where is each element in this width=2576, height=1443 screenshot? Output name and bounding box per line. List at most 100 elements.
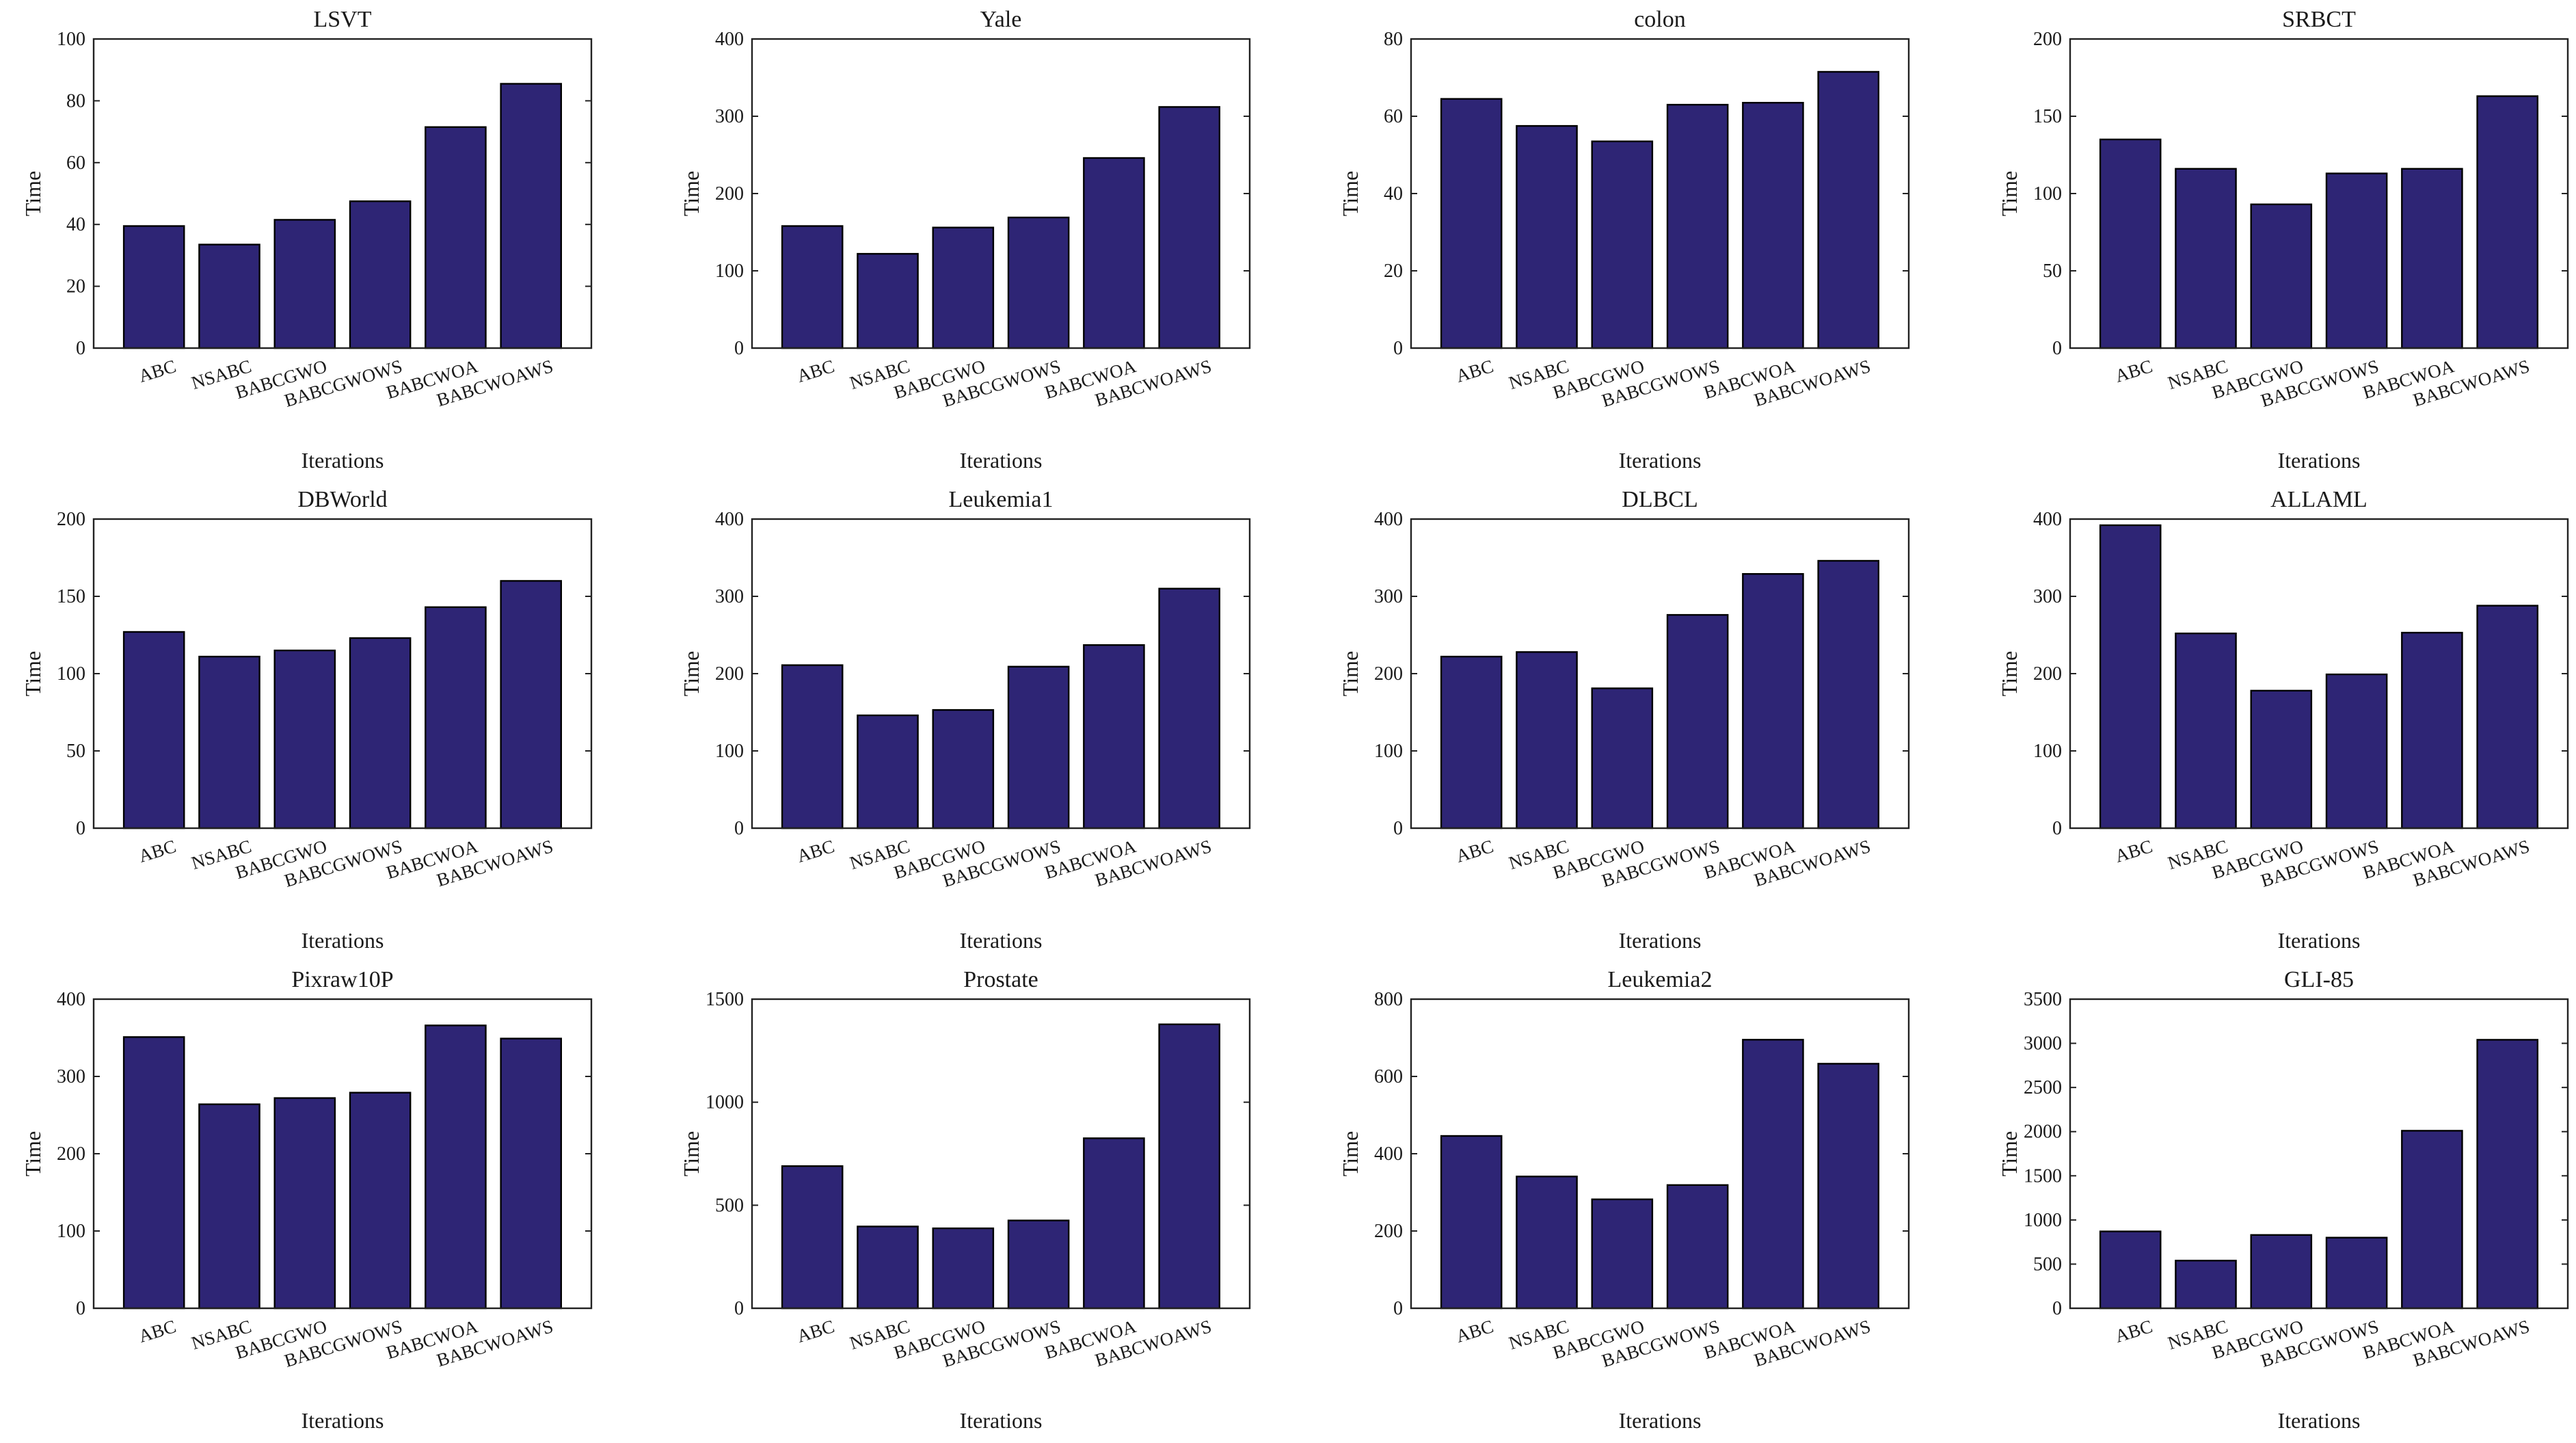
chart-8-ylabel: Time xyxy=(21,1131,45,1176)
chart-6-bar-nsabc xyxy=(1516,651,1578,830)
chart-7-bar-babcwoa xyxy=(2401,631,2463,830)
chart-8-bar-abc xyxy=(122,1036,185,1310)
chart-6-bar-abc xyxy=(1440,655,1503,830)
chart-11-bar-babcgwo xyxy=(2250,1234,2313,1310)
chart-10-ylabel: Time xyxy=(1338,1131,1363,1176)
chart-5-ytick-label: 300 xyxy=(715,586,744,607)
chart-2-bar-babcwoa xyxy=(1742,101,1804,349)
chart-6-bar-babcwoa xyxy=(1742,573,1804,830)
chart-6-title: DLBCL xyxy=(1622,487,1698,512)
chart-2-ytick-label: 40 xyxy=(1384,183,1403,204)
chart-11-title: GLI-85 xyxy=(2284,967,2354,992)
chart-3-category-label: ABC xyxy=(2112,356,2155,386)
chart-0-ytick-label: 60 xyxy=(66,153,85,174)
chart-2-bar-abc xyxy=(1440,98,1503,349)
chart-5-ytick-label: 0 xyxy=(734,818,744,839)
chart-7-category-label: ABC xyxy=(2112,836,2155,866)
chart-11-bar-babcgwows xyxy=(2325,1236,2388,1310)
chart-11-bar-babcwoaws xyxy=(2476,1039,2539,1310)
chart-7-ytick-label: 0 xyxy=(2052,818,2062,839)
chart-1-ytick-label: 200 xyxy=(715,183,744,204)
chart-11-ytick-label: 500 xyxy=(2033,1254,2062,1275)
chart-10-ytick-label: 0 xyxy=(1393,1298,1403,1319)
chart-4-ytick-label: 150 xyxy=(57,586,85,607)
chart-2-category-label: ABC xyxy=(1453,356,1496,386)
chart-2-bar-babcwoaws xyxy=(1817,70,1880,349)
chart-3-ytick-label: 200 xyxy=(2033,29,2062,50)
chart-1-xlabel: Iterations xyxy=(960,448,1043,473)
chart-7-bars xyxy=(2099,524,2539,830)
chart-7-xlabel: Iterations xyxy=(2278,928,2361,953)
chart-9-ytick-label: 500 xyxy=(715,1195,744,1216)
chart-10-category-label: ABC xyxy=(1453,1316,1496,1347)
chart-7-bar-nsabc xyxy=(2175,633,2237,830)
chart-2-bar-nsabc xyxy=(1516,124,1578,349)
chart-10-xlabel: Iterations xyxy=(1619,1408,1702,1433)
chart-8-category-label: ABC xyxy=(136,1316,178,1347)
chart-11-ytick-label: 3500 xyxy=(2024,989,2062,1010)
chart-5-bar-babcgwo xyxy=(932,709,995,830)
chart-0-bar-nsabc xyxy=(198,243,260,349)
chart-9-ylabel: Time xyxy=(679,1131,703,1176)
chart-8-bar-nsabc xyxy=(198,1103,260,1310)
chart-10-ytick-label: 800 xyxy=(1374,989,1403,1010)
chart-10-bar-nsabc xyxy=(1516,1176,1578,1310)
chart-1-ytick-label: 300 xyxy=(715,106,744,127)
chart-2-ytick-label: 80 xyxy=(1384,29,1403,50)
chart-2-ytick-label: 60 xyxy=(1384,106,1403,127)
chart-1-bar-babcwoaws xyxy=(1158,106,1220,349)
chart-0-bar-babcwoaws xyxy=(500,83,562,349)
chart-4-bar-babcwoa xyxy=(425,606,487,830)
chart-9-bar-babcgwows xyxy=(1007,1219,1070,1310)
chart-2-title: colon xyxy=(1634,7,1686,32)
chart-10-title: Leukemia2 xyxy=(1608,967,1713,992)
chart-11-ytick-label: 3000 xyxy=(2024,1033,2062,1055)
chart-11-bar-nsabc xyxy=(2175,1260,2237,1310)
chart-10-bars xyxy=(1440,1039,1880,1310)
chart-0-bars xyxy=(122,83,562,349)
chart-2-xlabel: Iterations xyxy=(1619,448,1702,473)
chart-1-category-label: ABC xyxy=(794,356,837,386)
chart-5-ytick-label: 200 xyxy=(715,663,744,685)
chart-0-ytick-label: 20 xyxy=(66,276,85,297)
chart-9-bar-babcwoaws xyxy=(1158,1023,1220,1310)
chart-8-bar-babcgwo xyxy=(273,1097,336,1310)
chart-5-bar-babcgwows xyxy=(1007,665,1070,830)
chart-10-bar-babcgwows xyxy=(1666,1184,1729,1310)
chart-6-bar-babcgwows xyxy=(1666,613,1729,830)
chart-8-bar-babcwoa xyxy=(425,1024,487,1310)
chart-0-xlabel: Iterations xyxy=(301,448,384,473)
chart-1-title: Yale xyxy=(980,7,1022,32)
chart-0-ylabel: Time xyxy=(21,171,45,216)
chart-3-title: SRBCT xyxy=(2282,7,2356,32)
chart-5-bar-nsabc xyxy=(857,714,919,830)
chart-11-axes-box xyxy=(2069,998,2569,1310)
chart-9-bar-nsabc xyxy=(857,1226,919,1310)
chart-9-bars xyxy=(781,1023,1220,1310)
chart-2-bars xyxy=(1440,70,1880,349)
chart-9-title: Prostate xyxy=(963,967,1038,992)
chart-0-category-label: ABC xyxy=(136,356,178,386)
chart-10-bar-babcwoaws xyxy=(1817,1063,1880,1310)
chart-0-bar-babcgwows xyxy=(349,200,412,349)
chart-1-bars xyxy=(781,106,1220,349)
chart-0-axes-box xyxy=(92,38,593,349)
chart-7-ytick-label: 200 xyxy=(2033,663,2062,685)
chart-4-bar-babcgwows xyxy=(349,637,412,830)
chart-8-ytick-label: 200 xyxy=(57,1143,85,1165)
chart-4-xlabel: Iterations xyxy=(301,928,384,953)
chart-7-ytick-label: 300 xyxy=(2033,586,2062,607)
chart-0-ytick-label: 40 xyxy=(66,214,85,235)
chart-8-bars xyxy=(122,1024,562,1310)
chart-4-bar-abc xyxy=(122,631,185,830)
chart-5-xlabel: Iterations xyxy=(960,928,1043,953)
chart-4-bars xyxy=(122,580,562,830)
chart-11-bars xyxy=(2099,1039,2539,1310)
